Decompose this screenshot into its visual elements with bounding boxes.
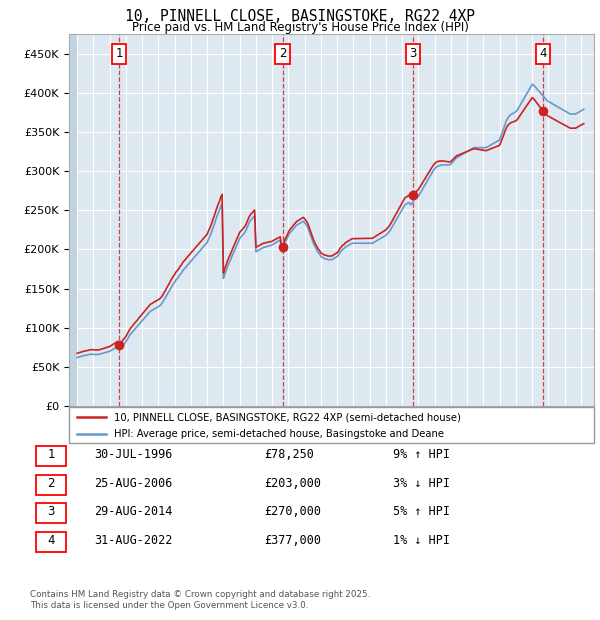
Text: 4: 4 bbox=[539, 47, 547, 60]
FancyBboxPatch shape bbox=[35, 475, 66, 495]
Text: 3: 3 bbox=[47, 505, 55, 518]
Bar bbox=[69, 34, 77, 406]
Text: £270,000: £270,000 bbox=[265, 505, 322, 518]
Text: 10, PINNELL CLOSE, BASINGSTOKE, RG22 4XP (semi-detached house): 10, PINNELL CLOSE, BASINGSTOKE, RG22 4XP… bbox=[113, 412, 461, 422]
Text: 4: 4 bbox=[47, 534, 55, 547]
Text: 29-AUG-2014: 29-AUG-2014 bbox=[94, 505, 173, 518]
Text: This data is licensed under the Open Government Licence v3.0.: This data is licensed under the Open Gov… bbox=[30, 601, 308, 611]
Text: HPI: Average price, semi-detached house, Basingstoke and Deane: HPI: Average price, semi-detached house,… bbox=[113, 428, 443, 438]
Text: 2: 2 bbox=[47, 477, 55, 490]
Text: Price paid vs. HM Land Registry's House Price Index (HPI): Price paid vs. HM Land Registry's House … bbox=[131, 21, 469, 34]
Text: 25-AUG-2006: 25-AUG-2006 bbox=[94, 477, 173, 490]
Text: 3% ↓ HPI: 3% ↓ HPI bbox=[392, 477, 450, 490]
Text: Contains HM Land Registry data © Crown copyright and database right 2025.: Contains HM Land Registry data © Crown c… bbox=[30, 590, 370, 600]
Text: 10, PINNELL CLOSE, BASINGSTOKE, RG22 4XP: 10, PINNELL CLOSE, BASINGSTOKE, RG22 4XP bbox=[125, 9, 475, 24]
FancyBboxPatch shape bbox=[35, 503, 66, 523]
Text: 9% ↑ HPI: 9% ↑ HPI bbox=[392, 448, 450, 461]
Text: £377,000: £377,000 bbox=[265, 534, 322, 547]
Text: 1: 1 bbox=[115, 47, 123, 60]
FancyBboxPatch shape bbox=[35, 446, 66, 466]
Text: £203,000: £203,000 bbox=[265, 477, 322, 490]
Text: £78,250: £78,250 bbox=[265, 448, 314, 461]
Text: 1: 1 bbox=[47, 448, 55, 461]
Text: 31-AUG-2022: 31-AUG-2022 bbox=[94, 534, 173, 547]
FancyBboxPatch shape bbox=[35, 531, 66, 552]
FancyBboxPatch shape bbox=[69, 407, 594, 443]
Text: 3: 3 bbox=[409, 47, 416, 60]
Text: 30-JUL-1996: 30-JUL-1996 bbox=[94, 448, 173, 461]
Text: 1% ↓ HPI: 1% ↓ HPI bbox=[392, 534, 450, 547]
Text: 2: 2 bbox=[279, 47, 286, 60]
Text: 5% ↑ HPI: 5% ↑ HPI bbox=[392, 505, 450, 518]
